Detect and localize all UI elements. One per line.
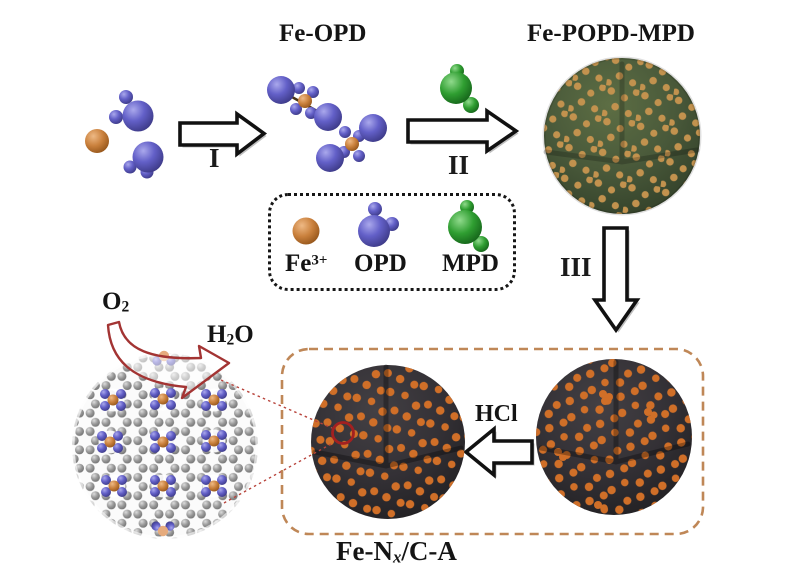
legend-fe3-label: Fe3+ [285, 250, 328, 277]
h2o-label: H2O [207, 321, 254, 349]
orr-curved-arrow-icon [106, 320, 231, 400]
fe3-ion-reactant [85, 129, 109, 153]
fe-popd-carbonized-sphere [536, 359, 692, 515]
fe-dot-clusters [554, 390, 658, 512]
step3-arrow-icon [591, 226, 641, 334]
opd-molecule-b [123, 141, 164, 179]
step2-label: II [448, 150, 470, 180]
fe-n4-graphene-lattice [69, 350, 261, 542]
hcl-arrow-icon [463, 425, 535, 479]
legend-opd-label: OPD [354, 250, 407, 277]
fe-popd-mpd-sphere [542, 56, 702, 216]
product-label: Fe-Nx/C-A [336, 536, 457, 567]
legend-fe3-icon [292, 217, 320, 245]
hcl-label: HCl [475, 401, 518, 427]
active-site-marker-circle [331, 421, 355, 445]
legend-mpd-label: MPD [442, 250, 499, 277]
product-dashed-box [280, 347, 705, 536]
step2-arrow-icon [406, 107, 520, 155]
step3-label: III [560, 252, 592, 282]
opd-molecule-a [109, 90, 154, 132]
title-fe-opd: Fe-OPD [279, 20, 367, 47]
step1-label: I [209, 143, 220, 173]
zoom-connector-lines [220, 379, 334, 504]
legend-mpd-icon [448, 200, 489, 252]
mpd-molecule-free [440, 64, 479, 113]
fe-opd-complex [267, 76, 387, 172]
o2-label: O2 [102, 288, 130, 316]
legend-box [268, 193, 516, 291]
step1-arrow-icon [178, 110, 268, 158]
title-fe-popd-mpd: Fe-POPD-MPD [527, 20, 695, 47]
legend-opd-icon [358, 202, 399, 247]
fe-nx-c-a-sphere [311, 364, 465, 519]
